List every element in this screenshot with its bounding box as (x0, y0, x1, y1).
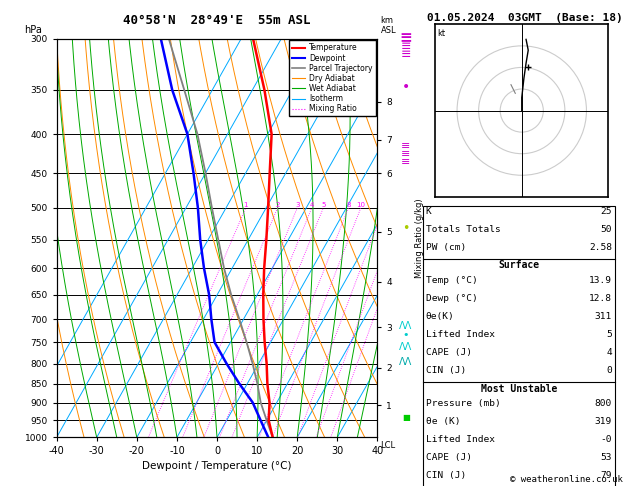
Text: 25: 25 (601, 207, 612, 216)
Text: •: • (403, 330, 409, 340)
Text: CAPE (J): CAPE (J) (426, 453, 472, 462)
Text: 3: 3 (295, 202, 299, 208)
Text: 79: 79 (601, 471, 612, 480)
Text: ≡: ≡ (401, 157, 410, 167)
Text: 2: 2 (276, 202, 280, 208)
Text: 12.8: 12.8 (589, 294, 612, 303)
Text: ≡: ≡ (401, 149, 410, 159)
Text: 5: 5 (321, 202, 325, 208)
Text: 1: 1 (243, 202, 248, 208)
Text: 13.9: 13.9 (589, 276, 612, 285)
Text: kt: kt (438, 29, 446, 37)
Text: 4: 4 (309, 202, 314, 208)
Text: ΛΛ: ΛΛ (399, 357, 413, 367)
Text: Most Unstable: Most Unstable (481, 383, 557, 394)
Text: hPa: hPa (25, 25, 42, 35)
Text: 4: 4 (606, 347, 612, 357)
Text: Dewp (°C): Dewp (°C) (426, 294, 477, 303)
Text: Surface: Surface (498, 260, 540, 271)
Text: θe(K): θe(K) (426, 312, 455, 321)
Text: 8: 8 (346, 202, 350, 208)
Text: ≡: ≡ (401, 141, 410, 151)
Text: 319: 319 (595, 417, 612, 426)
Text: 01.05.2024  03GMT  (Base: 18): 01.05.2024 03GMT (Base: 18) (427, 13, 623, 23)
Text: 5: 5 (606, 330, 612, 339)
Text: 10: 10 (356, 202, 365, 208)
Text: CIN (J): CIN (J) (426, 471, 466, 480)
Text: ≡: ≡ (399, 31, 412, 45)
Text: ΛΛ: ΛΛ (399, 321, 413, 330)
Text: •: • (401, 81, 410, 94)
Text: 40°58'N  28°49'E  55m ASL: 40°58'N 28°49'E 55m ASL (123, 14, 311, 27)
Text: -0: -0 (601, 435, 612, 444)
Text: Totals Totals: Totals Totals (426, 225, 501, 234)
Legend: Temperature, Dewpoint, Parcel Trajectory, Dry Adiabat, Wet Adiabat, Isotherm, Mi: Temperature, Dewpoint, Parcel Trajectory… (289, 40, 376, 116)
Text: PW (cm): PW (cm) (426, 243, 466, 252)
Text: Lifted Index: Lifted Index (426, 435, 495, 444)
Text: ■: ■ (402, 414, 409, 422)
Text: ≡: ≡ (401, 49, 411, 61)
Text: 50: 50 (601, 225, 612, 234)
Text: 2.58: 2.58 (589, 243, 612, 252)
Text: Temp (°C): Temp (°C) (426, 276, 477, 285)
Text: ΛΛ: ΛΛ (399, 343, 413, 352)
Text: K: K (426, 207, 431, 216)
Text: θe (K): θe (K) (426, 417, 460, 426)
Text: •: • (402, 222, 409, 235)
Text: 53: 53 (601, 453, 612, 462)
Text: CIN (J): CIN (J) (426, 365, 466, 375)
Text: CAPE (J): CAPE (J) (426, 347, 472, 357)
Text: Mixing Ratio (g/kg): Mixing Ratio (g/kg) (415, 198, 423, 278)
Text: 311: 311 (595, 312, 612, 321)
Text: ≡: ≡ (401, 40, 411, 52)
Text: km
ASL: km ASL (381, 16, 396, 35)
Text: 0: 0 (606, 365, 612, 375)
Text: LCL: LCL (381, 441, 396, 451)
Text: 800: 800 (595, 399, 612, 408)
Text: © weatheronline.co.uk: © weatheronline.co.uk (510, 474, 623, 484)
Text: Pressure (mb): Pressure (mb) (426, 399, 501, 408)
X-axis label: Dewpoint / Temperature (°C): Dewpoint / Temperature (°C) (142, 461, 292, 470)
Text: Lifted Index: Lifted Index (426, 330, 495, 339)
